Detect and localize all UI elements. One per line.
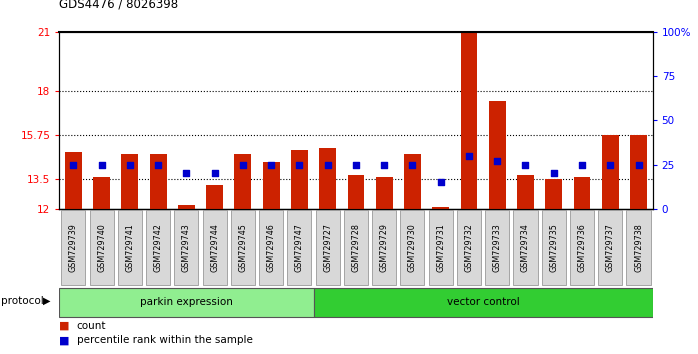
Text: GSM729734: GSM729734 [521, 223, 530, 272]
FancyBboxPatch shape [61, 210, 85, 285]
FancyBboxPatch shape [457, 210, 481, 285]
Text: GSM729743: GSM729743 [182, 223, 191, 272]
Point [68, 162, 79, 167]
Text: GSM729738: GSM729738 [634, 223, 643, 272]
Text: ■: ■ [59, 335, 70, 345]
Point [520, 162, 531, 167]
FancyBboxPatch shape [59, 288, 313, 317]
Text: percentile rank within the sample: percentile rank within the sample [77, 335, 253, 345]
FancyBboxPatch shape [313, 288, 653, 317]
Text: protocol: protocol [1, 296, 44, 306]
Text: parkin expression: parkin expression [140, 297, 233, 307]
Text: GSM729728: GSM729728 [352, 223, 360, 272]
Bar [574, 177, 591, 209]
Point [378, 162, 389, 167]
Point [181, 171, 192, 176]
Text: GSM729741: GSM729741 [126, 223, 135, 272]
Point [322, 162, 334, 167]
Text: GSM729740: GSM729740 [97, 223, 106, 272]
Text: GSM729737: GSM729737 [606, 223, 615, 272]
Bar [178, 205, 195, 209]
FancyBboxPatch shape [174, 210, 198, 285]
Text: GSM729731: GSM729731 [436, 223, 445, 272]
Point [548, 171, 559, 176]
Bar [319, 148, 336, 209]
Text: GSM729735: GSM729735 [549, 223, 558, 272]
Text: ▶: ▶ [43, 296, 51, 306]
Text: GSM729739: GSM729739 [69, 223, 78, 272]
Point [124, 162, 135, 167]
Bar [376, 177, 393, 209]
FancyBboxPatch shape [259, 210, 283, 285]
Bar [461, 32, 477, 209]
FancyBboxPatch shape [429, 210, 453, 285]
Text: GSM729746: GSM729746 [267, 223, 276, 272]
Bar [291, 150, 308, 209]
Point [350, 162, 362, 167]
FancyBboxPatch shape [514, 210, 537, 285]
FancyBboxPatch shape [401, 210, 424, 285]
Bar [602, 135, 618, 209]
FancyBboxPatch shape [372, 210, 396, 285]
Bar [545, 179, 562, 209]
Bar [94, 177, 110, 209]
Bar [65, 152, 82, 209]
Text: GSM729732: GSM729732 [464, 223, 473, 272]
Bar [262, 162, 280, 209]
Point [407, 162, 418, 167]
Text: GDS4476 / 8026398: GDS4476 / 8026398 [59, 0, 179, 11]
Point [294, 162, 305, 167]
Bar [517, 176, 534, 209]
Bar [206, 185, 223, 209]
Bar [121, 154, 138, 209]
FancyBboxPatch shape [627, 210, 651, 285]
Text: GSM729736: GSM729736 [577, 223, 586, 272]
Text: GSM729730: GSM729730 [408, 223, 417, 272]
Point [237, 162, 248, 167]
Point [577, 162, 588, 167]
Bar [348, 176, 364, 209]
Bar [235, 154, 251, 209]
Bar [432, 207, 450, 209]
FancyBboxPatch shape [344, 210, 368, 285]
Text: GSM729744: GSM729744 [210, 223, 219, 272]
Bar [404, 154, 421, 209]
FancyBboxPatch shape [542, 210, 566, 285]
FancyBboxPatch shape [146, 210, 170, 285]
Text: ■: ■ [59, 321, 70, 331]
Point [633, 162, 644, 167]
Point [491, 158, 503, 164]
FancyBboxPatch shape [118, 210, 142, 285]
Text: GSM729727: GSM729727 [323, 223, 332, 272]
Point [209, 171, 221, 176]
Text: vector control: vector control [447, 297, 519, 307]
Text: GSM729729: GSM729729 [380, 223, 389, 272]
Point [96, 162, 107, 167]
Point [266, 162, 277, 167]
Text: GSM729733: GSM729733 [493, 223, 502, 272]
Text: GSM729745: GSM729745 [239, 223, 248, 272]
Bar [489, 101, 506, 209]
FancyBboxPatch shape [231, 210, 255, 285]
Point [463, 153, 475, 159]
Bar [150, 154, 167, 209]
FancyBboxPatch shape [315, 210, 340, 285]
FancyBboxPatch shape [598, 210, 622, 285]
Point [604, 162, 616, 167]
FancyBboxPatch shape [485, 210, 510, 285]
FancyBboxPatch shape [202, 210, 227, 285]
Text: GSM729742: GSM729742 [154, 223, 163, 272]
FancyBboxPatch shape [90, 210, 114, 285]
Text: GSM729747: GSM729747 [295, 223, 304, 272]
FancyBboxPatch shape [288, 210, 311, 285]
Point [435, 179, 446, 185]
Bar [630, 135, 647, 209]
FancyBboxPatch shape [570, 210, 594, 285]
Point [153, 162, 164, 167]
Text: count: count [77, 321, 106, 331]
